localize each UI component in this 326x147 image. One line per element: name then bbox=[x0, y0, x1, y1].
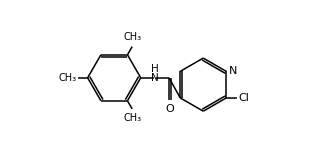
Text: N: N bbox=[151, 73, 158, 83]
Text: Cl: Cl bbox=[238, 93, 249, 103]
Text: H: H bbox=[151, 64, 158, 74]
Text: O: O bbox=[166, 104, 174, 114]
Text: CH₃: CH₃ bbox=[123, 32, 141, 42]
Text: N: N bbox=[229, 66, 237, 76]
Text: CH₃: CH₃ bbox=[58, 73, 77, 83]
Text: CH₃: CH₃ bbox=[123, 113, 141, 123]
